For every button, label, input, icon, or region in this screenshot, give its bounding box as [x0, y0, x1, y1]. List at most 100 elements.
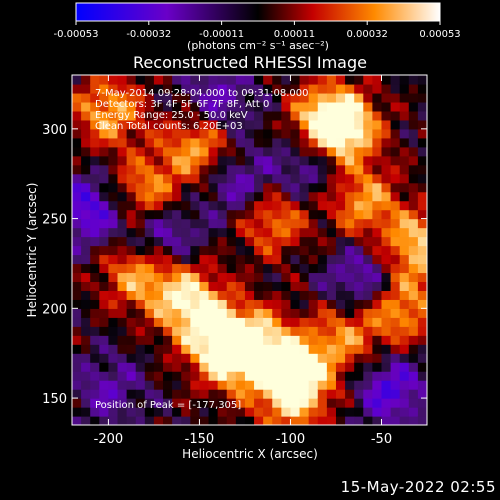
heatmap-cell [317, 164, 328, 175]
heatmap-cell [217, 263, 228, 274]
heatmap-cell [90, 236, 100, 247]
heatmap-cell [217, 191, 228, 202]
heatmap-cell [354, 308, 364, 318]
heatmap-cell [326, 407, 337, 417]
heatmap-cell [326, 281, 337, 291]
heatmap-cell [281, 407, 292, 417]
heatmap-cell [372, 218, 383, 229]
heatmap-cell [354, 290, 364, 300]
heatmap-cell [235, 146, 246, 157]
heatmap-cell [308, 281, 319, 291]
heatmap-cell [254, 236, 264, 247]
heatmap-cell [272, 236, 282, 247]
heatmap-cell [144, 380, 155, 390]
heatmap-cell [299, 389, 310, 399]
heatmap-cell [326, 398, 337, 408]
heatmap-cell [263, 281, 273, 291]
heatmap-cell [190, 137, 201, 148]
heatmap-cell [254, 254, 264, 265]
heatmap-cell [254, 335, 264, 345]
heatmap-cell [217, 137, 228, 148]
heatmap-cell [135, 290, 146, 300]
heatmap-cell [408, 191, 419, 202]
heatmap-cell [190, 344, 201, 354]
heatmap-cell [354, 371, 364, 381]
heatmap-cell [72, 164, 82, 175]
heatmap-cell [372, 290, 383, 300]
heatmap-cell [172, 371, 182, 381]
heatmap-cell [345, 146, 355, 157]
heatmap-cell [208, 173, 219, 184]
heatmap-cell [135, 236, 146, 247]
heatmap-cell [235, 75, 246, 85]
heatmap-cell [226, 236, 237, 247]
heatmap-cell [99, 75, 110, 85]
heatmap-cell [417, 236, 427, 247]
heatmap-cell [317, 173, 328, 184]
heatmap-cell [235, 380, 246, 390]
heatmap-cell [190, 317, 201, 327]
heatmap-cell [390, 92, 401, 103]
heatmap-cell [308, 272, 319, 283]
heatmap-cell [81, 101, 91, 112]
heatmap-cell [345, 173, 355, 184]
heatmap-cell [399, 128, 410, 139]
heatmap-cell [345, 290, 355, 300]
heatmap-cell [390, 227, 401, 238]
heatmap-cell [354, 110, 364, 121]
heatmap-cell [126, 308, 137, 318]
heatmap-cell [263, 362, 273, 372]
heatmap-cell [181, 209, 191, 220]
heatmap-cell [345, 182, 355, 193]
heatmap-cell [72, 353, 82, 363]
heatmap-cell [272, 200, 282, 211]
colorbar-tick-label: -0.00053 [54, 29, 99, 40]
heatmap-cell [135, 299, 146, 309]
heatmap-cell [317, 308, 328, 318]
heatmap-cell [163, 137, 173, 148]
heatmap-cell [72, 101, 82, 112]
heatmap-cell [254, 110, 264, 121]
heatmap-cell [372, 75, 383, 85]
heatmap-cell [354, 272, 364, 283]
heatmap-cell [172, 344, 182, 354]
heatmap-cell [153, 407, 164, 417]
heatmap-cell [108, 389, 119, 399]
heatmap-cell [272, 146, 282, 157]
heatmap-cell [235, 389, 246, 399]
heatmap-cell [99, 218, 110, 229]
heatmap-cell [153, 380, 164, 390]
heatmap-cell [290, 290, 301, 300]
heatmap-cell [363, 290, 373, 300]
plot-frame [71, 74, 428, 426]
heatmap-cell [117, 371, 128, 381]
heatmap-cell [108, 137, 119, 148]
heatmap-cell [381, 353, 392, 363]
heatmap-cell [108, 353, 119, 363]
heatmap-cell [263, 75, 273, 85]
heatmap-cell [372, 344, 383, 354]
heatmap-cell [326, 236, 337, 247]
heatmap-cell [72, 200, 82, 211]
heatmap-cell [217, 227, 228, 238]
heatmap-cell [354, 155, 364, 166]
heatmap-cell [81, 407, 91, 417]
heatmap-cell [117, 245, 128, 256]
heatmap-cell [263, 227, 273, 238]
heatmap-cell [354, 362, 364, 372]
heatmap-cell [290, 227, 301, 238]
heatmap-cell [308, 407, 319, 417]
heatmap-cell [272, 155, 282, 166]
heatmap-cell [163, 236, 173, 247]
heatmap-cell [217, 308, 228, 318]
heatmap-cell [254, 164, 264, 175]
heatmap-cell [208, 254, 219, 265]
heatmap-cell [335, 344, 346, 354]
heatmap-cell [172, 173, 182, 184]
heatmap-cell [144, 245, 155, 256]
heatmap-cell [272, 335, 282, 345]
heatmap-cell [72, 119, 82, 130]
y-tick-label: 200 [42, 302, 67, 317]
heatmap-cell [153, 146, 164, 157]
heatmap-cell [363, 146, 373, 157]
